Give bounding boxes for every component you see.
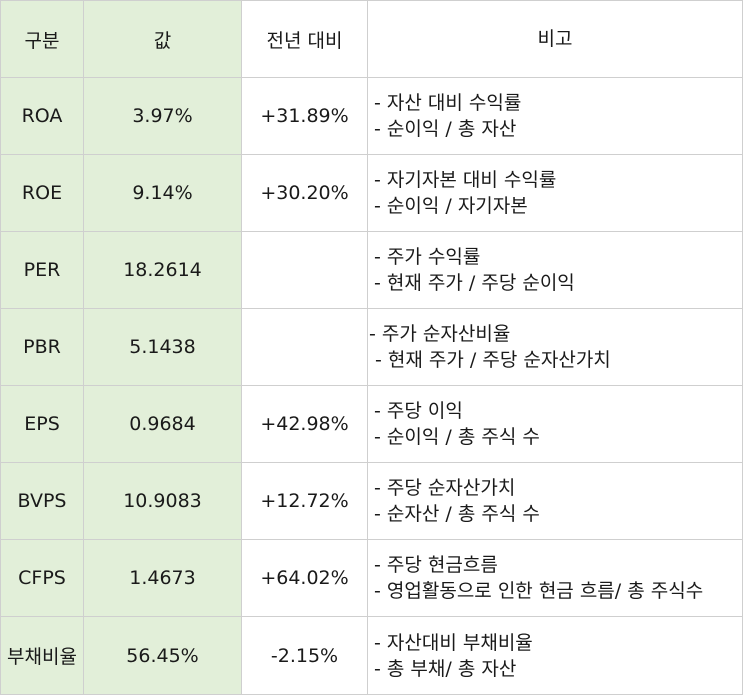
row-category: ROA	[0, 77, 84, 155]
table-row: ROE 9.14% +30.20% - 자기자본 대비 수익률 - 순이익 / …	[0, 154, 743, 232]
table-row: EPS 0.9684 +42.98% - 주당 이익 - 순이익 / 총 주식 …	[0, 385, 743, 463]
note-line: - 순이익 / 총 주식 수	[374, 426, 540, 448]
note-line: - 주당 현금흐름	[374, 554, 498, 576]
row-yoy	[241, 308, 368, 386]
row-note: - 주당 현금흐름 - 영업활동으로 인한 현금 흐름/ 총 주식수	[367, 539, 743, 617]
note-line: - 주당 이익	[374, 400, 463, 422]
note-line: - 순자산 / 총 주식 수	[374, 503, 540, 525]
row-category: 부채비율	[0, 616, 84, 695]
row-value: 18.2614	[83, 231, 242, 309]
row-value: 3.97%	[83, 77, 242, 155]
header-note: 비고	[367, 0, 743, 78]
note-line: - 현재 주가 / 주당 순이익	[374, 272, 575, 294]
row-yoy: +42.98%	[241, 385, 368, 463]
note-line: - 자산대비 부채비율	[374, 631, 533, 654]
note-line: - 순이익 / 총 자산	[374, 118, 517, 140]
note-line: - 총 부채/ 총 자산	[374, 657, 517, 680]
row-category: ROE	[0, 154, 84, 232]
note-line: - 자산 대비 수익률	[374, 92, 522, 114]
row-value: 5.1438	[83, 308, 242, 386]
table-row: BVPS 10.9083 +12.72% - 주당 순자산가치 - 순자산 / …	[0, 462, 743, 540]
row-value: 10.9083	[83, 462, 242, 540]
row-note: - 주당 순자산가치 - 순자산 / 총 주식 수	[367, 462, 743, 540]
table-row: 부채비율 56.45% -2.15% - 자산대비 부채비율 - 총 부채/ 총…	[0, 616, 743, 695]
row-value: 9.14%	[83, 154, 242, 232]
header-yoy: 전년 대비	[241, 0, 368, 78]
note-line: - 자기자본 대비 수익률	[374, 169, 557, 191]
row-note: - 자산 대비 수익률 - 순이익 / 총 자산	[367, 77, 743, 155]
table-row: PER 18.2614 - 주가 수익률 - 현재 주가 / 주당 순이익	[0, 231, 743, 309]
note-line: - 현재 주가 / 주당 순자산가치	[369, 349, 611, 371]
table-row: PBR 5.1438 - 주가 순자산비율 - 현재 주가 / 주당 순자산가치	[0, 308, 743, 386]
note-line: - 주가 순자산비율	[369, 323, 511, 345]
row-yoy: +64.02%	[241, 539, 368, 617]
note-line: - 주가 수익률	[374, 246, 481, 268]
row-category: PER	[0, 231, 84, 309]
row-category: BVPS	[0, 462, 84, 540]
row-yoy: +12.72%	[241, 462, 368, 540]
row-yoy: +30.20%	[241, 154, 368, 232]
row-note: - 자기자본 대비 수익률 - 순이익 / 자기자본	[367, 154, 743, 232]
note-line: - 주당 순자산가치	[374, 477, 516, 499]
table-row: ROA 3.97% +31.89% - 자산 대비 수익률 - 순이익 / 총 …	[0, 77, 743, 155]
row-note: - 주당 이익 - 순이익 / 총 주식 수	[367, 385, 743, 463]
row-note: - 자산대비 부채비율 - 총 부채/ 총 자산	[367, 616, 743, 695]
row-value: 0.9684	[83, 385, 242, 463]
note-line: - 영업활동으로 인한 현금 흐름/ 총 주식수	[374, 580, 704, 602]
row-yoy: -2.15%	[241, 616, 368, 695]
row-category: PBR	[0, 308, 84, 386]
table-row: CFPS 1.4673 +64.02% - 주당 현금흐름 - 영업활동으로 인…	[0, 539, 743, 617]
row-category: EPS	[0, 385, 84, 463]
header-value: 값	[83, 0, 242, 78]
header-category: 구분	[0, 0, 84, 78]
table-header-row: 구분 값 전년 대비 비고	[0, 0, 743, 78]
row-value: 1.4673	[83, 539, 242, 617]
note-line: - 순이익 / 자기자본	[374, 195, 528, 217]
row-value: 56.45%	[83, 616, 242, 695]
row-category: CFPS	[0, 539, 84, 617]
row-yoy: +31.89%	[241, 77, 368, 155]
row-note: - 주가 순자산비율 - 현재 주가 / 주당 순자산가치	[367, 308, 743, 386]
row-yoy	[241, 231, 368, 309]
row-note: - 주가 수익률 - 현재 주가 / 주당 순이익	[367, 231, 743, 309]
